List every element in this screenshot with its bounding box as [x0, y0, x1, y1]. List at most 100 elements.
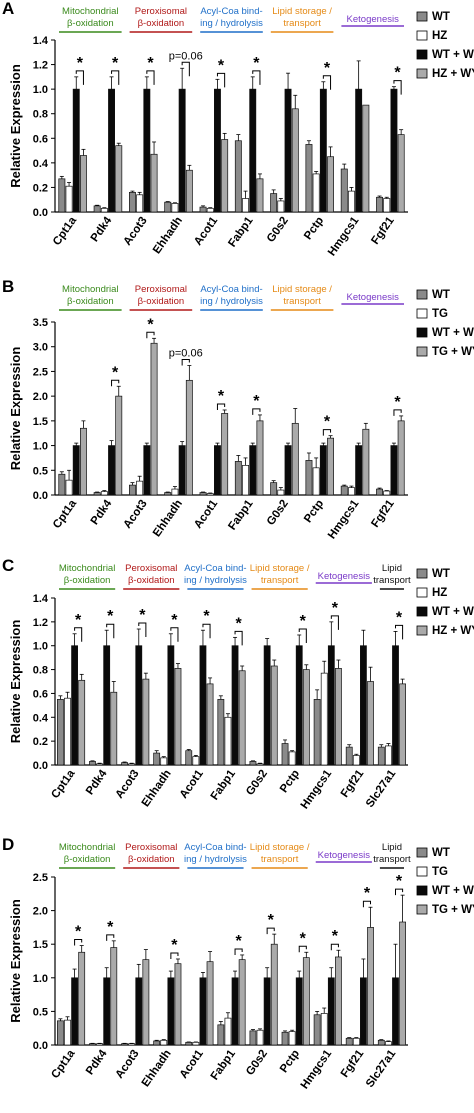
- legend-label: WT + WY: [432, 327, 474, 339]
- x-tick-label: G0s2: [244, 1048, 270, 1078]
- category-group-label: Peroxisomal: [135, 284, 187, 295]
- significance-bracket: [170, 627, 179, 642]
- bar-tg-wy: [79, 427, 87, 496]
- significance-label: *: [218, 388, 225, 405]
- bar-wt-wy: [214, 445, 221, 496]
- x-tick-label: Pctp: [278, 768, 302, 795]
- significance-label: *: [75, 924, 82, 941]
- bar-wt: [199, 492, 207, 496]
- panel-letter: D: [2, 835, 14, 854]
- legend-swatch: [416, 885, 428, 896]
- bar-hz-wy: [110, 691, 118, 766]
- y-tick-label: 0.4: [33, 158, 49, 170]
- bar-wt: [93, 205, 101, 213]
- bar-wt: [281, 743, 289, 766]
- bar-tg: [224, 1017, 232, 1046]
- bar-tg: [64, 1019, 71, 1046]
- x-tick-label: Slc27a1: [364, 1047, 399, 1089]
- bar-hz: [320, 672, 328, 766]
- legend-label: HZ + WY: [432, 625, 474, 637]
- x-tick-label: Cpt1a: [49, 767, 78, 801]
- y-tick-label: 0.0: [33, 490, 48, 502]
- y-axis-label: Relative Expression: [8, 64, 23, 188]
- bar-wt-wy: [295, 977, 303, 1046]
- significance-bracket: [216, 403, 226, 410]
- bar-wt-wy: [360, 977, 367, 1046]
- bar-hz: [65, 185, 73, 213]
- category-group-label: β-oxidation: [64, 854, 111, 865]
- significance-label: *: [324, 414, 331, 431]
- bar-hz: [256, 763, 264, 766]
- panel-c: C Relative Expression 0.0 0.2 0.4 0.6 0.8 1.0 1.…: [2, 556, 474, 811]
- significance-label: *: [253, 393, 260, 410]
- legend-swatch: [416, 847, 428, 858]
- bar-hz: [136, 194, 144, 213]
- bar-hz: [192, 756, 200, 766]
- significance-bracket: [298, 628, 307, 643]
- significance-bracket: [393, 409, 402, 416]
- bar-tg: [160, 1039, 168, 1046]
- bar-hz-wy: [206, 683, 214, 766]
- bar-wt-wy: [199, 645, 207, 766]
- category-group-label: ing / hydrolysis: [184, 575, 247, 586]
- bar-wt-wy: [231, 645, 239, 766]
- significance-label: *: [77, 55, 84, 72]
- bar-wt: [185, 750, 193, 766]
- bar-wt: [305, 144, 313, 213]
- bar-hz-wy: [367, 681, 374, 766]
- bar-hz: [383, 198, 391, 213]
- bar-hz-wy: [302, 669, 310, 766]
- significance-bracket: [252, 408, 261, 415]
- bar-hz: [348, 190, 355, 213]
- x-tick-label: Fabp1: [209, 1047, 239, 1082]
- significance-label: *: [171, 937, 178, 954]
- x-tick-label: Fabp1: [226, 214, 256, 249]
- category-group-label: β-oxidation: [138, 18, 185, 29]
- bar-hz-wy: [221, 139, 229, 213]
- bar-wt: [249, 761, 257, 766]
- significance-label: p=0.06: [169, 50, 203, 62]
- bar-wt: [305, 460, 313, 496]
- legend-label: TG + WY: [432, 346, 474, 358]
- y-tick-label: 1.2: [33, 617, 48, 629]
- bar-hz-wy: [78, 679, 86, 766]
- bar-wt: [340, 485, 348, 496]
- significance-bracket: [146, 331, 155, 339]
- y-tick-label: 0.5: [33, 1006, 48, 1018]
- bar-hz: [312, 173, 320, 213]
- significance-bracket: [181, 358, 190, 366]
- significance-bracket: [362, 900, 372, 908]
- bar-wt-wy: [135, 645, 143, 766]
- category-group-label: β-oxidation: [128, 575, 175, 586]
- legend-label: WT: [432, 847, 450, 859]
- y-tick-label: 1.0: [33, 84, 48, 96]
- bar-wt: [217, 1024, 225, 1046]
- legend-swatch: [416, 625, 428, 636]
- bar-tg-wy: [335, 956, 342, 1046]
- significance-label: *: [324, 60, 331, 77]
- bar-wt-wy: [108, 445, 115, 496]
- bar-wt: [164, 492, 172, 496]
- category-group-label: ing / hydrolysis: [200, 18, 263, 29]
- x-tick-label: Hmgcs1: [299, 1047, 335, 1091]
- x-tick-label: Cpt1a: [51, 497, 80, 531]
- bar-wt: [377, 746, 385, 766]
- bar-wt-wy: [392, 977, 399, 1046]
- bar-wt: [57, 1020, 64, 1046]
- bar-tg: [206, 493, 214, 496]
- bar-tg-wy: [150, 342, 158, 496]
- significance-bracket: [266, 927, 275, 935]
- category-group-label: Ketogenesis: [318, 850, 371, 861]
- category-group-label: ing / hydrolysis: [184, 854, 247, 865]
- bar-wt: [93, 492, 101, 496]
- bar-tg: [128, 1043, 136, 1046]
- significance-label: *: [139, 607, 146, 624]
- bar-wt-wy: [319, 88, 327, 213]
- bar-hz-wy: [174, 668, 182, 766]
- category-group-label: Mitochondrial: [62, 6, 119, 17]
- bar-hz-wy: [397, 134, 405, 213]
- bar-hz-wy: [115, 145, 123, 213]
- bar-tg-wy: [291, 422, 299, 496]
- bar-tg-wy: [367, 927, 374, 1046]
- significance-bracket: [330, 943, 339, 951]
